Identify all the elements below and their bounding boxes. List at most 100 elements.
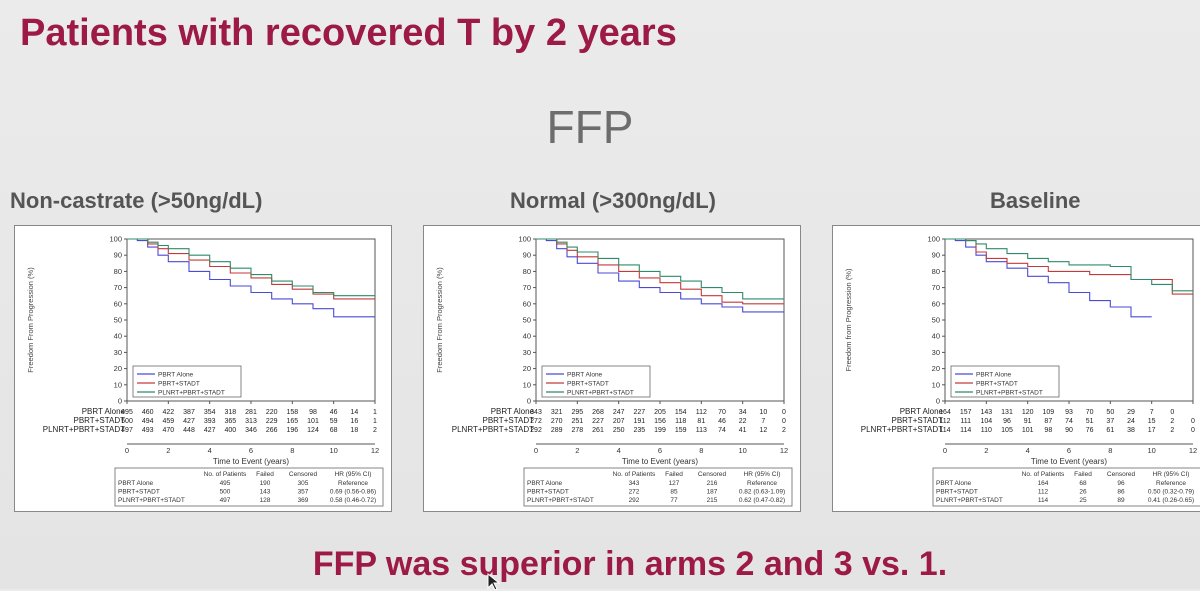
- stats-row-label: PBRT Alone: [527, 480, 563, 487]
- risk-count: 98: [1044, 427, 1052, 434]
- stats-cell: 357: [298, 489, 309, 496]
- risk-count: 497: [121, 427, 133, 434]
- x-tick-label: 12: [371, 446, 379, 455]
- risk-count: 250: [613, 427, 625, 434]
- risk-count: 87: [1044, 418, 1052, 425]
- risk-count: 387: [183, 409, 195, 416]
- risk-count: 191: [633, 418, 645, 425]
- stats-cell: 292: [629, 497, 640, 504]
- y-axis-label: Freedom From Progression (%): [26, 267, 35, 373]
- y-tick-label: 100: [109, 235, 122, 244]
- risk-count: 500: [121, 418, 133, 425]
- risk-count: 281: [245, 409, 257, 416]
- km-panel-normal: 0 10 20 30 40 50 60 70 80 90 100 0 2 4 6 8 10 12 Time to E…: [423, 225, 801, 512]
- y-tick-label: 80: [114, 267, 122, 276]
- risk-count: 96: [1003, 418, 1011, 425]
- x-axis-label: Time to Event (years): [213, 457, 290, 466]
- risk-count: 101: [1022, 427, 1034, 434]
- risk-count: 16: [350, 418, 358, 425]
- legend-label: PBRT Alone: [158, 372, 194, 379]
- km-curve-3: [945, 238, 1193, 292]
- risk-count: 365: [224, 418, 236, 425]
- risk-count: 124: [307, 427, 319, 434]
- stats-header: HR (95% CI): [335, 471, 372, 478]
- stats-cell: 500: [220, 489, 231, 496]
- stats-cell: Reference: [747, 480, 777, 487]
- risk-count: 143: [980, 409, 992, 416]
- risk-count: 196: [286, 427, 298, 434]
- x-tick-label: 10: [1147, 446, 1155, 455]
- risk-count: 318: [224, 409, 236, 416]
- risk-count: 10: [759, 409, 767, 416]
- stats-cell: 85: [670, 489, 678, 496]
- x-tick-label: 10: [738, 446, 746, 455]
- y-tick-label: 60: [114, 299, 122, 308]
- stats-row-label: PLNRT+PBRT+STADT: [118, 497, 185, 504]
- risk-count: 289: [551, 427, 563, 434]
- stats-cell: 187: [707, 489, 718, 496]
- y-tick-label: 30: [523, 348, 531, 357]
- risk-count: 93: [1065, 409, 1073, 416]
- risk-count: 268: [592, 409, 604, 416]
- y-tick-label: 90: [523, 251, 531, 260]
- risk-count: 164: [939, 409, 951, 416]
- stats-header: Failed: [256, 471, 274, 478]
- stats-header: No. of Patients: [204, 471, 247, 478]
- stats-cell: 0.62 (0.47-0.82): [739, 497, 785, 504]
- stats-cell: 128: [260, 497, 271, 504]
- risk-count: 22: [739, 418, 747, 425]
- risk-count: 74: [1065, 418, 1073, 425]
- risk-count: 292: [530, 427, 542, 434]
- slide-subtitle: FFP: [546, 101, 634, 153]
- km-curve-1: [127, 238, 375, 318]
- stats-cell: 272: [629, 489, 640, 496]
- x-tick-label: 4: [1026, 446, 1030, 455]
- risk-count: 156: [654, 418, 666, 425]
- stats-cell: 369: [298, 497, 309, 504]
- risk-count: 266: [266, 427, 278, 434]
- risk-count: 24: [1127, 418, 1135, 425]
- stats-cell: 143: [260, 489, 271, 496]
- risk-count: 261: [592, 427, 604, 434]
- stats-header: Censored: [698, 471, 727, 478]
- stats-cell: 215: [707, 497, 718, 504]
- legend-label: PBRT Alone: [567, 372, 603, 379]
- risk-count: 81: [697, 418, 705, 425]
- x-tick-label: 12: [1189, 446, 1197, 455]
- risk-count: 422: [162, 409, 174, 416]
- x-axis-label: Time to Event (years): [622, 457, 699, 466]
- y-tick-label: 20: [932, 364, 940, 373]
- risk-count: 494: [142, 418, 154, 425]
- stats-row-label: PBRT+STADT: [527, 489, 569, 496]
- risk-count: 12: [759, 427, 767, 434]
- y-tick-label: 0: [118, 397, 122, 406]
- risk-count: 251: [571, 418, 583, 425]
- risk-count: 110: [981, 427, 992, 434]
- km-curve-3: [127, 238, 375, 297]
- risk-count: 118: [675, 418, 686, 425]
- y-tick-label: 80: [523, 267, 531, 276]
- y-tick-label: 100: [518, 235, 531, 244]
- x-tick-label: 8: [290, 446, 294, 455]
- risk-count: 104: [980, 418, 992, 425]
- risk-count: 495: [121, 409, 133, 416]
- x-tick-label: 0: [943, 446, 947, 455]
- stats-cell: 190: [260, 480, 271, 487]
- risk-count: 114: [960, 427, 971, 434]
- x-tick-label: 2: [575, 446, 579, 455]
- risk-row-label: PLNRT+PBRT+STADT: [861, 425, 943, 434]
- km-curve-1: [536, 238, 784, 313]
- risk-count: 51: [1086, 418, 1094, 425]
- stats-header: HR (95% CI): [744, 471, 781, 478]
- risk-count: 68: [330, 427, 338, 434]
- risk-count: 247: [613, 409, 625, 416]
- y-tick-label: 60: [523, 299, 531, 308]
- legend-label: PBRT Alone: [976, 372, 1012, 379]
- risk-count: 278: [571, 427, 583, 434]
- risk-count: 220: [266, 409, 278, 416]
- x-tick-label: 4: [617, 446, 621, 455]
- y-tick-label: 20: [114, 364, 122, 373]
- y-tick-label: 10: [523, 380, 531, 389]
- x-tick-label: 10: [329, 446, 337, 455]
